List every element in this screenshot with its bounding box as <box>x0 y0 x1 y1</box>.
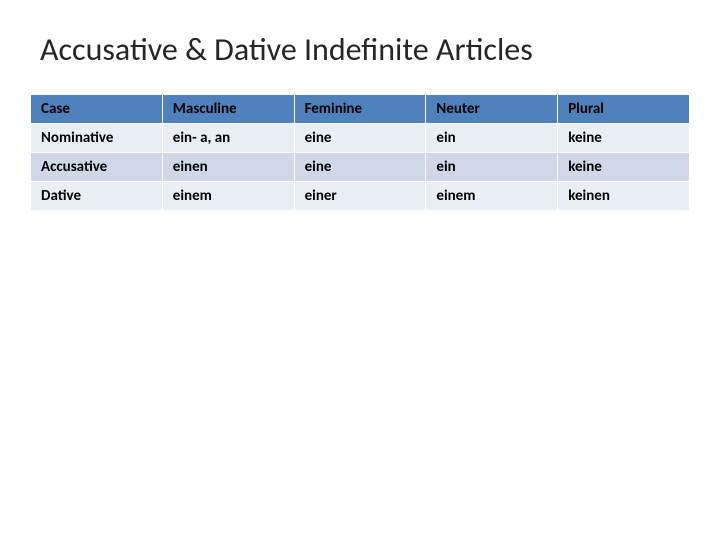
table-row: Nominative ein- a, an eine ein keine <box>31 124 690 153</box>
cell-plural: keine <box>558 153 690 182</box>
cell-case: Dative <box>31 182 163 211</box>
col-feminine: Feminine <box>294 95 426 124</box>
cell-neuter: ein <box>426 124 558 153</box>
cell-masculine: einen <box>162 153 294 182</box>
table-row: Accusative einen eine ein keine <box>31 153 690 182</box>
table-row: Dative einem einer einem keinen <box>31 182 690 211</box>
page-title: Accusative & Dative Indefinite Articles <box>30 30 690 69</box>
col-case: Case <box>31 95 163 124</box>
articles-table: Case Masculine Feminine Neuter Plural No… <box>30 94 690 211</box>
cell-case: Accusative <box>31 153 163 182</box>
cell-plural: keine <box>558 124 690 153</box>
col-neuter: Neuter <box>426 95 558 124</box>
col-plural: Plural <box>558 95 690 124</box>
cell-feminine: eine <box>294 153 426 182</box>
cell-masculine: ein- a, an <box>162 124 294 153</box>
col-masculine: Masculine <box>162 95 294 124</box>
cell-case: Nominative <box>31 124 163 153</box>
cell-neuter: ein <box>426 153 558 182</box>
cell-plural: keinen <box>558 182 690 211</box>
cell-neuter: einem <box>426 182 558 211</box>
cell-feminine: eine <box>294 124 426 153</box>
cell-masculine: einem <box>162 182 294 211</box>
table-header-row: Case Masculine Feminine Neuter Plural <box>31 95 690 124</box>
cell-feminine: einer <box>294 182 426 211</box>
